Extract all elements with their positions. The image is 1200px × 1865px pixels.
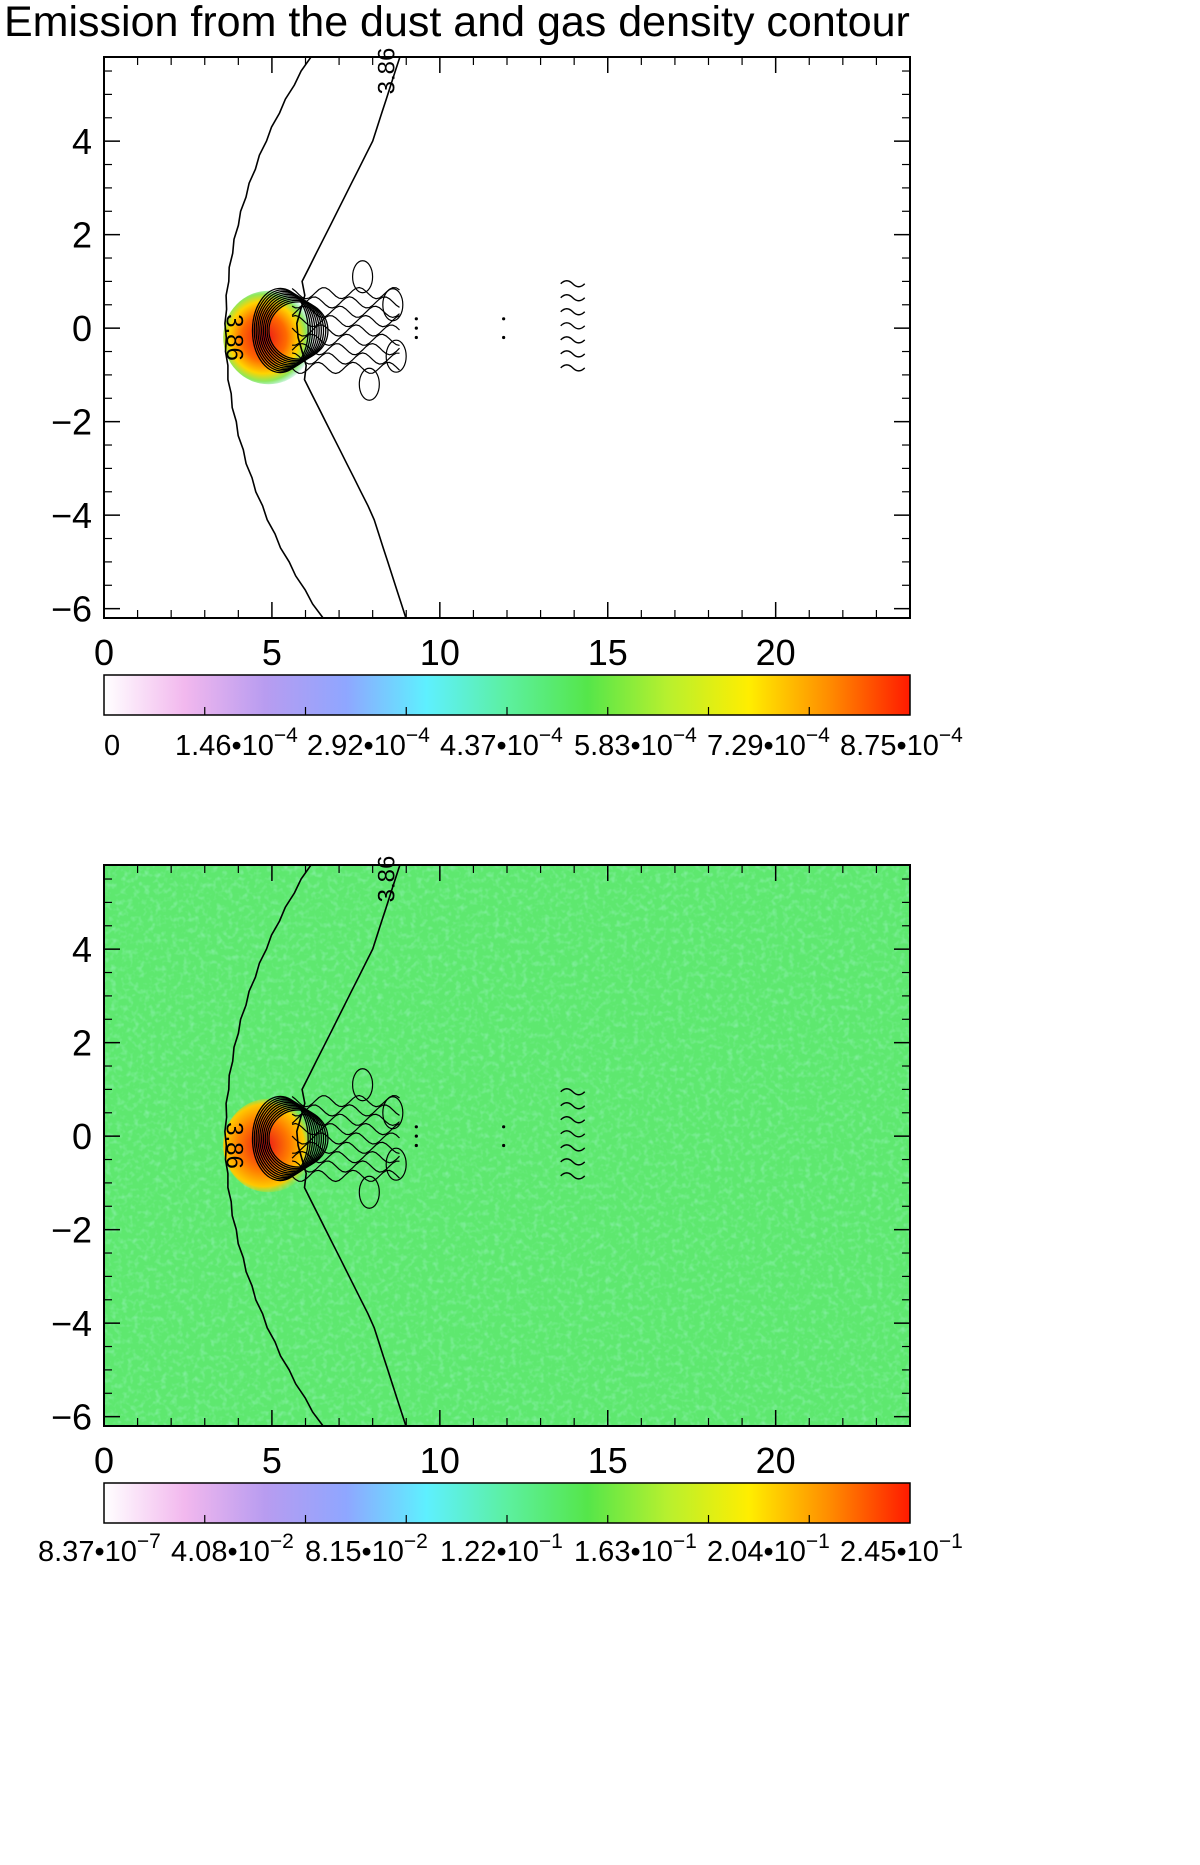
y-tick-label: 0 [72,1116,92,1157]
colorbar-tick-label: 1.22•10−1 [440,1530,563,1568]
colorbar-tick-label: 5.83•10−4 [574,724,697,762]
colorbar-tick-label: 2.45•10−1 [840,1530,963,1568]
colorbar-tick-label: 0 [104,730,120,762]
y-tick-label: −4 [51,1303,92,1344]
contour-dot [502,1125,506,1129]
colorbar-tick-label: 2.04•10−1 [707,1530,830,1568]
colorbar-tick-label: 1.63•10−1 [574,1530,697,1568]
x-tick-label: 0 [94,632,114,673]
x-tick-label: 20 [756,1440,796,1481]
contour-dot [414,1143,418,1148]
y-tick-label: 4 [72,929,92,970]
contour-line-left [224,57,324,618]
colorbar-tick-label: 8.37•10−7 [38,1530,161,1568]
y-tick-label: 4 [72,121,92,162]
y-tick-label: −6 [51,1397,92,1438]
y-tick-label: 0 [72,308,92,349]
y-tick-label: −4 [51,495,92,536]
contour-rings [251,287,329,374]
contour-label-left: 3.86 [221,314,248,361]
contour-dot [414,1125,418,1129]
axis-ticks [103,57,911,618]
axis-ticks [103,865,911,1426]
colorbar-tick-label: 8.15•10−2 [305,1530,428,1568]
colorbar-tick-label: 4.08•10−2 [171,1530,294,1568]
contour-knot [560,280,586,372]
colorbar-tick-label: 4.37•10−4 [440,724,563,762]
x-tick-label: 5 [262,1440,282,1481]
contour-dot [414,317,418,321]
contour-line-right [295,57,407,618]
x-tick-label: 15 [588,632,628,673]
contour-dot [414,326,418,330]
y-tick-label: 2 [72,215,92,256]
contour-dot [414,335,418,340]
contour-filaments [291,260,407,401]
contour-dot [502,317,506,321]
colorbar-tick-label: 7.29•10−4 [707,724,830,762]
contour-rings [251,1095,329,1182]
contour-label-right: 3.86 [373,48,400,95]
contour-dot [414,1134,418,1138]
contour-line-left [224,865,324,1426]
colorbar-tick-label: 1.46•10−4 [175,724,298,762]
y-tick-label: 2 [72,1023,92,1064]
contour-label-left: 3.86 [221,1122,248,1169]
contour-dot [502,1143,506,1148]
contour-dot [502,335,506,340]
x-tick-label: 0 [94,1440,114,1481]
contour-label-right: 3.86 [373,856,400,903]
contour-line-right [295,865,407,1426]
x-tick-label: 10 [420,1440,460,1481]
x-tick-label: 10 [420,632,460,673]
emission-clump [223,290,314,385]
colorbar-tick-label: 2.92•10−4 [307,724,430,762]
contour-filaments [291,1068,407,1209]
y-tick-label: −6 [51,589,92,630]
figure-title: Emission from the dust and gas density c… [4,0,910,46]
contour-knot [560,1088,586,1180]
x-tick-label: 20 [756,632,796,673]
x-tick-label: 5 [262,632,282,673]
x-tick-label: 15 [588,1440,628,1481]
y-tick-label: −2 [51,402,92,443]
y-tick-label: −2 [51,1210,92,1251]
emission-clump [223,1098,314,1193]
colorbar-tick-label: 8.75•10−4 [840,724,963,762]
